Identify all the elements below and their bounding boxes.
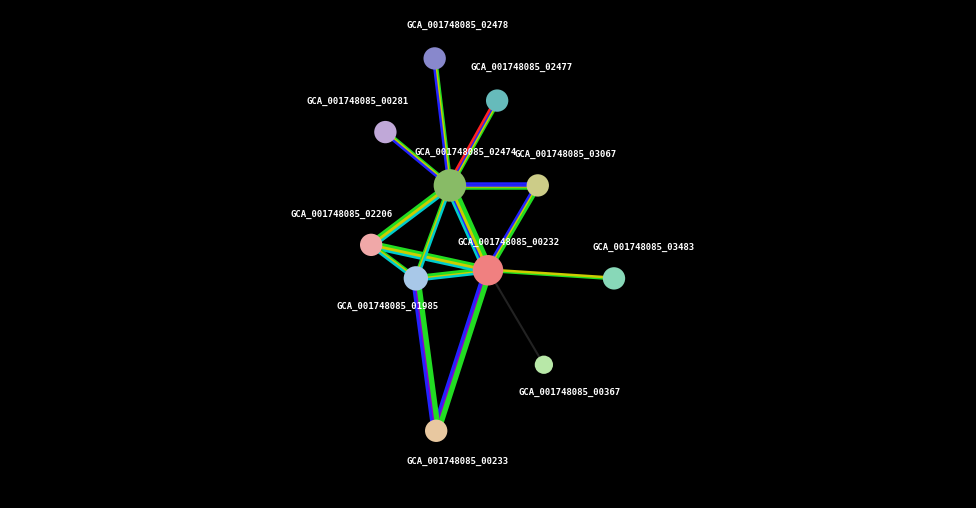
Text: GCA_001748085_01985: GCA_001748085_01985: [337, 302, 439, 311]
Text: GCA_001748085_00233: GCA_001748085_00233: [406, 457, 508, 466]
Text: GCA_001748085_02478: GCA_001748085_02478: [406, 21, 508, 30]
Circle shape: [603, 267, 626, 290]
Text: GCA_001748085_00281: GCA_001748085_00281: [306, 97, 409, 106]
Circle shape: [374, 121, 396, 143]
Circle shape: [404, 266, 428, 291]
Circle shape: [486, 89, 508, 112]
Circle shape: [360, 234, 383, 256]
Circle shape: [425, 420, 447, 442]
Text: GCA_001748085_02477: GCA_001748085_02477: [470, 63, 573, 72]
Text: GCA_001748085_00367: GCA_001748085_00367: [518, 388, 621, 397]
Text: GCA_001748085_03483: GCA_001748085_03483: [592, 243, 695, 252]
Circle shape: [424, 47, 446, 70]
Circle shape: [527, 174, 549, 197]
Text: GCA_001748085_00232: GCA_001748085_00232: [458, 238, 559, 247]
Text: GCA_001748085_02206: GCA_001748085_02206: [291, 210, 392, 219]
Circle shape: [472, 255, 504, 285]
Circle shape: [535, 356, 553, 374]
Text: GCA_001748085_03067: GCA_001748085_03067: [514, 150, 617, 160]
Text: GCA_001748085_02474: GCA_001748085_02474: [414, 148, 516, 157]
Circle shape: [433, 169, 467, 202]
